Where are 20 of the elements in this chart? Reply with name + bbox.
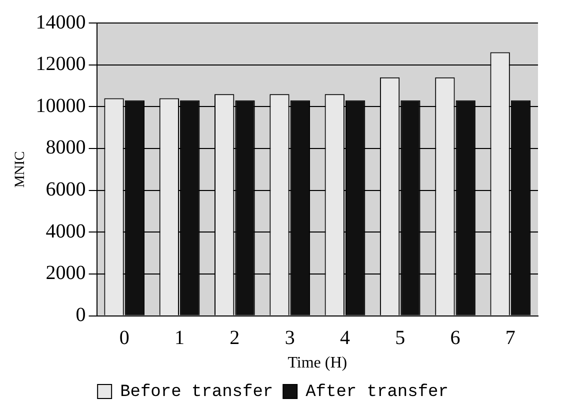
x-tick-label: 1 bbox=[174, 327, 185, 350]
x-tick-label: 0 bbox=[119, 327, 130, 350]
y-tick-label: 0 bbox=[76, 304, 86, 326]
x-tick-label: 6 bbox=[450, 327, 460, 350]
x-tick-label: 5 bbox=[395, 327, 406, 350]
x-axis-title: Time (H) bbox=[288, 354, 348, 372]
x-tick-label: 7 bbox=[505, 327, 516, 350]
x-tick-label: 4 bbox=[340, 327, 350, 350]
legend-label: After transfer bbox=[306, 383, 448, 402]
y-tick-label: 14000 bbox=[36, 11, 86, 34]
y-tick-label: 2000 bbox=[46, 262, 86, 284]
y-tick-label: 10000 bbox=[36, 94, 86, 117]
y-tick-label: 12000 bbox=[36, 53, 86, 76]
x-tick-label: 3 bbox=[284, 327, 295, 350]
y-axis-title: MNIC bbox=[13, 151, 28, 188]
y-tick-label: 6000 bbox=[46, 178, 86, 201]
y-tick-label: 8000 bbox=[46, 136, 86, 159]
y-tick-label: 4000 bbox=[46, 220, 86, 242]
legend-label: Before transfer bbox=[120, 383, 274, 402]
x-tick-label: 2 bbox=[230, 327, 240, 350]
